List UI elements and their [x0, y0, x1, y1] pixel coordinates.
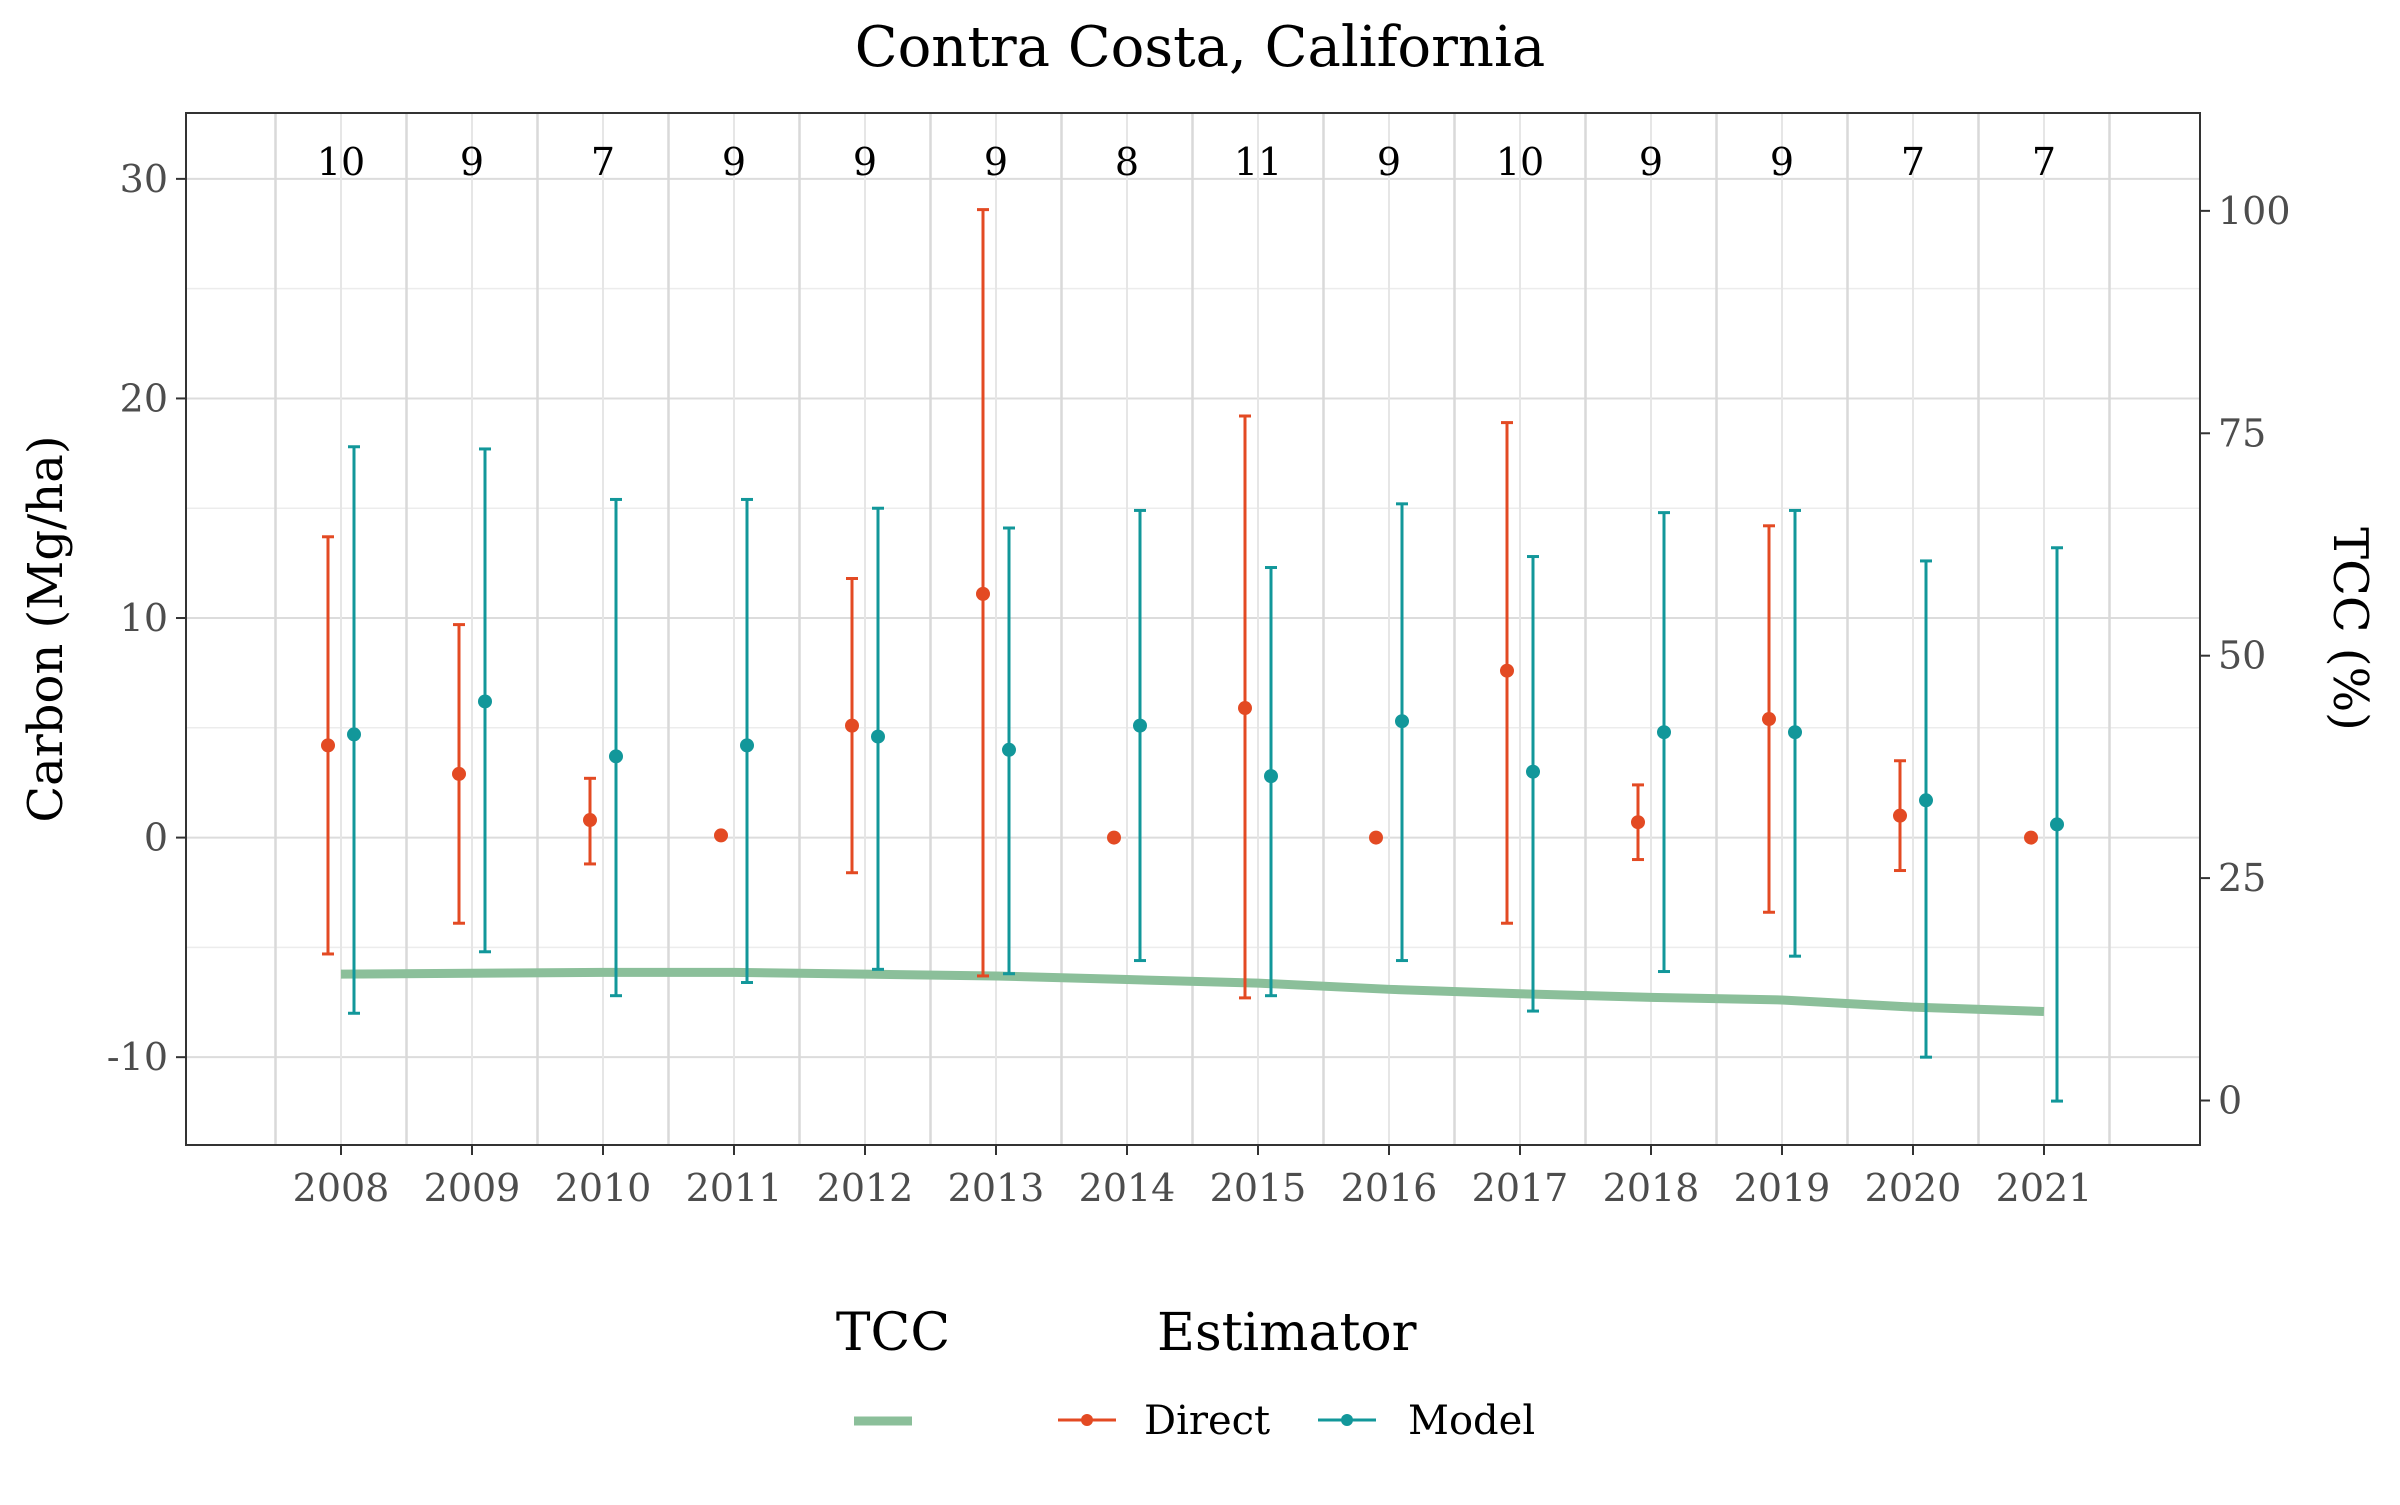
y-axis-title: Carbon (Mg/ha) — [18, 435, 74, 822]
y2-tick-label: 100 — [2218, 189, 2291, 233]
point-direct — [1369, 830, 1383, 845]
chart-title: Contra Costa, California — [855, 15, 1546, 80]
x-tick-label: 2014 — [1079, 1166, 1176, 1210]
count-label: 7 — [1901, 140, 1925, 184]
count-label: 8 — [1115, 140, 1139, 184]
count-label: 9 — [853, 140, 877, 184]
legend-title-tcc: TCC — [836, 1303, 950, 1363]
point-direct — [1500, 663, 1514, 678]
point-model — [1526, 764, 1540, 779]
point-model — [347, 727, 361, 742]
count-label: 9 — [1377, 140, 1401, 184]
errorbar-model — [1396, 502, 1408, 963]
x-tick-label: 2009 — [424, 1166, 521, 1210]
y2-tick-label: 50 — [2218, 634, 2266, 678]
plot-panel-border — [185, 112, 2201, 1146]
point-model — [1264, 769, 1278, 784]
point-direct — [1762, 712, 1776, 727]
tcc-line — [340, 967, 2045, 1017]
x-tick-label: 2017 — [1472, 1166, 1569, 1210]
count-label: 9 — [984, 140, 1008, 184]
y2-tick-label: 0 — [2218, 1079, 2242, 1123]
point-direct — [452, 766, 466, 781]
x-tick-label: 2011 — [686, 1166, 783, 1210]
count-labels-layer: 10 9 7 9 9 9 8 11 9 10 9 9 7 7 — [317, 140, 2056, 184]
count-label: 9 — [460, 140, 484, 184]
legend-title-estimator: Estimator — [1157, 1303, 1417, 1363]
y-tick-label: 0 — [144, 816, 168, 860]
errorbar-model — [610, 497, 622, 998]
count-label: 7 — [2032, 140, 2056, 184]
legend-label-model: Model — [1408, 1398, 1535, 1444]
point-model — [478, 694, 492, 709]
x-tick-label: 2013 — [948, 1166, 1045, 1210]
x-tick-label: 2008 — [293, 1166, 390, 1210]
x-tick-label: 2016 — [1341, 1166, 1438, 1210]
point-model — [1133, 718, 1147, 733]
legend-label-direct: Direct — [1144, 1398, 1270, 1444]
errorbar-model — [1658, 511, 1670, 974]
x-tick-label: 2021 — [1996, 1166, 2093, 1210]
count-label: 11 — [1234, 140, 1282, 184]
y-tick-label: 10 — [120, 596, 168, 640]
y2-tick-label: 75 — [2218, 411, 2266, 455]
y2-axis-title: TCC (%) — [2322, 527, 2378, 731]
point-model — [871, 729, 885, 744]
point-direct — [321, 738, 335, 753]
x-tick-label: 2012 — [817, 1166, 914, 1210]
legend-key-model — [1318, 1414, 1376, 1426]
errorbar-model — [1920, 559, 1932, 1059]
point-model — [2050, 817, 2064, 832]
count-label: 9 — [722, 140, 746, 184]
x-tick-label: 2010 — [555, 1166, 652, 1210]
point-direct — [1893, 808, 1907, 823]
errorbar-model — [1527, 555, 1539, 1013]
points-layer — [321, 586, 2064, 845]
y-tick-label: -10 — [107, 1035, 168, 1079]
x-tick-label: 2019 — [1734, 1166, 1831, 1210]
y-tick-label: 20 — [120, 376, 168, 420]
point-model — [740, 738, 754, 753]
point-model — [1002, 742, 1016, 757]
y-tick-label: 30 — [120, 157, 168, 201]
point-model — [1919, 793, 1933, 808]
x-tick-label: 2018 — [1603, 1166, 1700, 1210]
x-tick-label: 2020 — [1865, 1166, 1962, 1210]
point-direct — [583, 813, 597, 828]
legend-key-direct — [1058, 1414, 1116, 1426]
count-label: 10 — [1496, 140, 1544, 184]
y2-tick-label: 25 — [2218, 856, 2266, 900]
count-label: 10 — [317, 140, 365, 184]
point-direct — [1631, 815, 1645, 830]
point-model — [1395, 714, 1409, 729]
tcc-layer — [340, 967, 2045, 1017]
point-direct — [1238, 701, 1252, 716]
point-model — [609, 749, 623, 764]
axis-layer: -10 0 10 20 30 0 25 50 75 100 2008 2009 2010 2011 2012… — [107, 157, 2291, 1210]
point-direct — [2024, 830, 2038, 845]
point-direct — [976, 586, 990, 601]
count-label: 9 — [1639, 140, 1663, 184]
errorbar-model — [1134, 508, 1146, 963]
point-model — [1657, 725, 1671, 740]
count-label: 7 — [591, 140, 615, 184]
point-model — [1788, 725, 1802, 740]
x-tick-label: 2015 — [1210, 1166, 1307, 1210]
legend: TCC Estimator Direct Model — [836, 1303, 1535, 1444]
point-direct — [845, 718, 859, 733]
count-label: 9 — [1770, 140, 1794, 184]
point-direct — [1107, 830, 1121, 845]
point-direct — [714, 828, 728, 843]
